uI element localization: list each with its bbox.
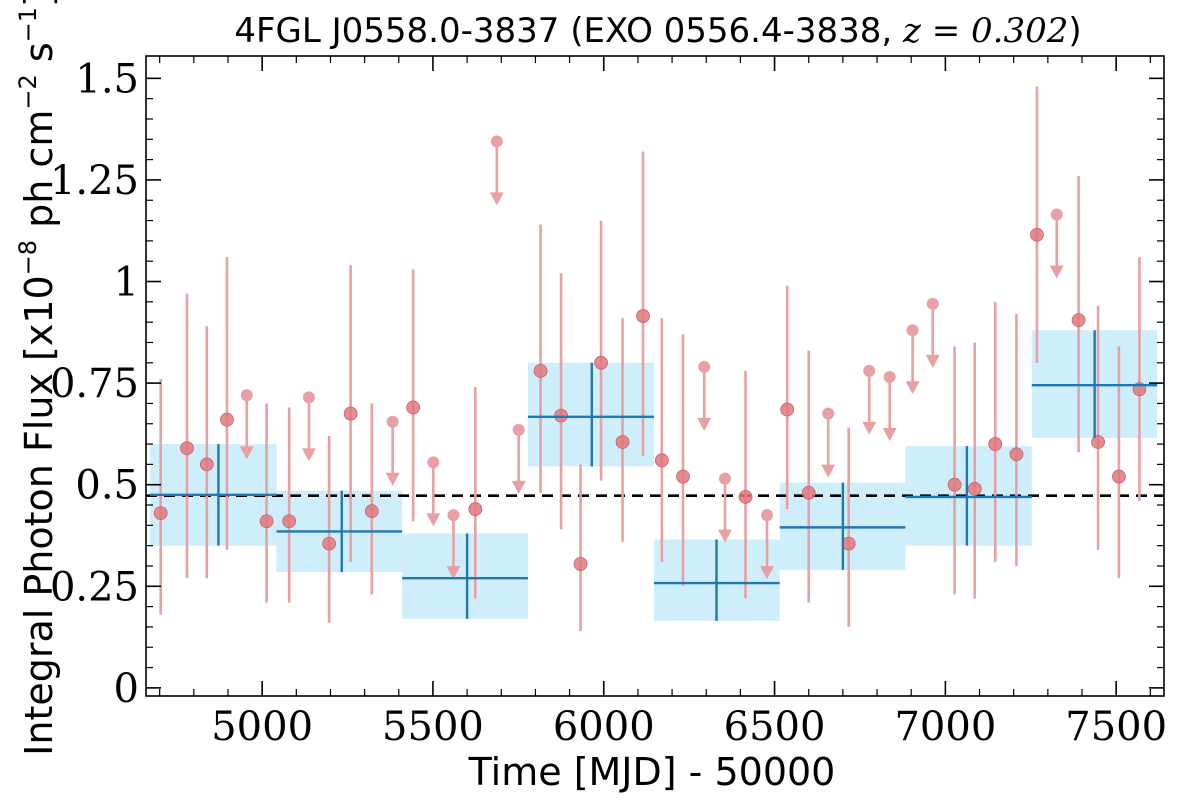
upper-limit	[1049, 208, 1064, 279]
upper-limit	[882, 371, 897, 442]
x-tick-label: 7000	[894, 704, 996, 750]
chart-title: 4FGL J0558.0-3837 (EXO 0556.4-3838, z = …	[234, 11, 1081, 51]
data-point	[636, 309, 650, 323]
upper-limit	[697, 360, 712, 431]
data-point	[406, 400, 421, 415]
bayesian-blocks-bands	[150, 330, 1158, 621]
upper-limit	[718, 472, 733, 543]
data-point	[1071, 313, 1086, 328]
x-axis-label: Time [MJD] - 50000	[468, 750, 836, 794]
y-tick-label: 0	[114, 666, 139, 712]
data-point	[259, 514, 274, 529]
data-point	[676, 469, 690, 484]
data-point	[573, 557, 588, 571]
chart-title-math: z = 0.302	[902, 11, 1068, 51]
data-point	[153, 506, 168, 521]
upper-limit	[760, 509, 775, 580]
data-point	[594, 355, 608, 370]
data-point	[1030, 227, 1044, 242]
y-axis-ticks: 0 0.25 0.5 0.75 1 1.25 1.5	[50, 56, 1164, 712]
upper-limit-arrows	[239, 135, 1064, 580]
data-point	[841, 536, 856, 551]
detection-points	[153, 227, 1147, 571]
data-point	[738, 489, 753, 504]
data-point	[615, 435, 630, 449]
x-tick-label: 6500	[724, 704, 826, 750]
data-point	[801, 485, 816, 500]
data-point	[1009, 447, 1024, 462]
data-point	[180, 441, 194, 456]
plot-frame	[145, 55, 1165, 697]
data-point	[947, 477, 962, 492]
data-point	[282, 514, 297, 529]
chart-title-close: )	[1068, 11, 1081, 51]
upper-limit	[862, 364, 877, 435]
upper-limit	[925, 297, 940, 368]
upper-limit	[821, 407, 836, 478]
y-axis-label: Integral Photon Flux [x10−8 ph cm−2 s−1]	[14, 0, 61, 756]
y-tick-label: 0.75	[50, 361, 139, 407]
data-point	[1112, 469, 1126, 484]
data-point	[967, 481, 982, 496]
upper-limit	[385, 415, 400, 486]
bayesian-blocks-lines	[150, 330, 1158, 621]
y-tick-label: 1.25	[50, 158, 139, 204]
x-tick-label: 7500	[1065, 704, 1167, 750]
data-point	[468, 502, 483, 516]
x-tick-label: 5000	[211, 704, 313, 750]
data-point	[364, 504, 379, 519]
upper-limit	[511, 423, 526, 494]
data-point	[199, 457, 214, 472]
upper-limit	[489, 135, 504, 206]
y-tick-label: 0.5	[75, 463, 139, 509]
upper-limit	[426, 456, 441, 527]
block-band	[402, 533, 528, 619]
data-point	[322, 536, 337, 551]
y-tick-label: 0.25	[50, 564, 139, 610]
data-point	[554, 408, 568, 423]
data-point	[220, 412, 234, 427]
data-point	[1091, 435, 1105, 449]
upper-limit	[905, 324, 920, 395]
chart-title-text: 4FGL J0558.0-3837 (EXO 0556.4-3838,	[234, 11, 903, 51]
upper-limit	[446, 509, 461, 580]
x-tick-label: 6000	[553, 704, 655, 750]
data-point	[780, 402, 795, 417]
data-point	[533, 364, 548, 378]
x-axis-ticks: 5000 5500 6000 6500 7000 7500	[159, 56, 1167, 750]
upper-limit	[301, 391, 316, 462]
data-point	[654, 453, 669, 468]
data-point	[343, 406, 358, 421]
upper-limit	[239, 389, 254, 460]
data-point	[988, 437, 1003, 451]
x-tick-label: 5500	[382, 704, 484, 750]
y-tick-label: 1.5	[75, 56, 139, 102]
y-tick-label: 1	[114, 260, 139, 306]
